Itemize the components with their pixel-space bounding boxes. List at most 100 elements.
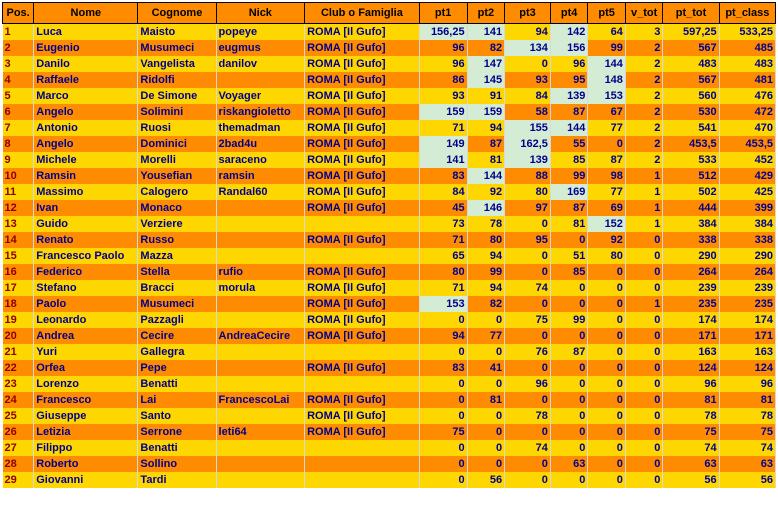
- text-cell: Angelo: [34, 136, 138, 152]
- num-cell: 84: [505, 88, 551, 104]
- col-header: pt_class: [719, 3, 775, 24]
- pos-cell: 17: [3, 280, 34, 296]
- text-cell: Letizia: [34, 424, 138, 440]
- text-cell: Musumeci: [138, 296, 216, 312]
- text-cell: [216, 72, 305, 88]
- num-cell: 0: [467, 344, 505, 360]
- num-cell: 149: [419, 136, 467, 152]
- num-cell: 99: [588, 40, 626, 56]
- pos-cell: 7: [3, 120, 34, 136]
- num-cell: 470: [719, 120, 775, 136]
- num-cell: 80: [467, 232, 505, 248]
- num-cell: 2: [625, 88, 663, 104]
- num-cell: 290: [719, 248, 775, 264]
- num-cell: 142: [550, 24, 588, 41]
- num-cell: 80: [505, 184, 551, 200]
- text-cell: eugmus: [216, 40, 305, 56]
- text-cell: Francesco: [34, 392, 138, 408]
- text-cell: Mazza: [138, 248, 216, 264]
- num-cell: 0: [550, 408, 588, 424]
- text-cell: [216, 440, 305, 456]
- text-cell: [305, 376, 420, 392]
- text-cell: leti64: [216, 424, 305, 440]
- num-cell: 483: [663, 56, 719, 72]
- num-cell: 153: [588, 88, 626, 104]
- pos-cell: 18: [3, 296, 34, 312]
- table-row: 5MarcoDe SimoneVoyagerROMA [Il Gufo]9391…: [3, 88, 776, 104]
- num-cell: 87: [550, 200, 588, 216]
- text-cell: Pazzagli: [138, 312, 216, 328]
- num-cell: 77: [467, 328, 505, 344]
- table-row: 24FrancescoLaiFrancescoLaiROMA [Il Gufo]…: [3, 392, 776, 408]
- num-cell: 0: [467, 456, 505, 472]
- num-cell: 171: [719, 328, 775, 344]
- num-cell: 56: [467, 472, 505, 488]
- num-cell: 338: [663, 232, 719, 248]
- pos-cell: 13: [3, 216, 34, 232]
- num-cell: 0: [505, 424, 551, 440]
- num-cell: 139: [505, 152, 551, 168]
- num-cell: 94: [419, 328, 467, 344]
- num-cell: 0: [550, 280, 588, 296]
- text-cell: [216, 200, 305, 216]
- pos-cell: 29: [3, 472, 34, 488]
- text-cell: ramsin: [216, 168, 305, 184]
- pos-cell: 4: [3, 72, 34, 88]
- text-cell: [216, 232, 305, 248]
- num-cell: 533: [663, 152, 719, 168]
- num-cell: 0: [505, 216, 551, 232]
- num-cell: 0: [588, 392, 626, 408]
- num-cell: 81: [467, 392, 505, 408]
- num-cell: 96: [505, 376, 551, 392]
- num-cell: 476: [719, 88, 775, 104]
- ranking-table: Pos.NomeCognomeNickClub o Famigliapt1pt2…: [2, 2, 776, 488]
- pos-cell: 25: [3, 408, 34, 424]
- num-cell: 481: [719, 72, 775, 88]
- text-cell: [305, 216, 420, 232]
- text-cell: Cecire: [138, 328, 216, 344]
- text-cell: Massimo: [34, 184, 138, 200]
- num-cell: 0: [588, 344, 626, 360]
- text-cell: saraceno: [216, 152, 305, 168]
- num-cell: 0: [588, 440, 626, 456]
- text-cell: Maisto: [138, 24, 216, 41]
- pos-cell: 10: [3, 168, 34, 184]
- num-cell: 85: [550, 152, 588, 168]
- text-cell: Voyager: [216, 88, 305, 104]
- text-cell: ROMA [Il Gufo]: [305, 56, 420, 72]
- text-cell: Lorenzo: [34, 376, 138, 392]
- text-cell: ROMA [Il Gufo]: [305, 312, 420, 328]
- num-cell: 0: [550, 376, 588, 392]
- text-cell: Guido: [34, 216, 138, 232]
- num-cell: 75: [419, 424, 467, 440]
- num-cell: 71: [419, 280, 467, 296]
- num-cell: 87: [467, 136, 505, 152]
- num-cell: 0: [588, 296, 626, 312]
- table-row: 21YuriGallegra00768700163163: [3, 344, 776, 360]
- num-cell: 239: [719, 280, 775, 296]
- text-cell: Yousefian: [138, 168, 216, 184]
- table-row: 20AndreaCecireAndreaCecireROMA [Il Gufo]…: [3, 328, 776, 344]
- text-cell: themadman: [216, 120, 305, 136]
- text-cell: Danilo: [34, 56, 138, 72]
- num-cell: 0: [625, 360, 663, 376]
- num-cell: 139: [550, 88, 588, 104]
- num-cell: 58: [505, 104, 551, 120]
- text-cell: Marco: [34, 88, 138, 104]
- num-cell: 67: [588, 104, 626, 120]
- num-cell: 0: [625, 344, 663, 360]
- num-cell: 74: [719, 440, 775, 456]
- num-cell: 63: [719, 456, 775, 472]
- text-cell: [216, 360, 305, 376]
- table-row: 17StefanoBraccimorulaROMA [Il Gufo]71947…: [3, 280, 776, 296]
- num-cell: 0: [588, 408, 626, 424]
- table-row: 3DaniloVangelistadanilovROMA [Il Gufo]96…: [3, 56, 776, 72]
- text-cell: [305, 472, 420, 488]
- text-cell: [216, 408, 305, 424]
- text-cell: ROMA [Il Gufo]: [305, 424, 420, 440]
- num-cell: 0: [588, 472, 626, 488]
- table-row: 15Francesco PaoloMazza6594051800290290: [3, 248, 776, 264]
- num-cell: 429: [719, 168, 775, 184]
- num-cell: 338: [719, 232, 775, 248]
- num-cell: 0: [625, 392, 663, 408]
